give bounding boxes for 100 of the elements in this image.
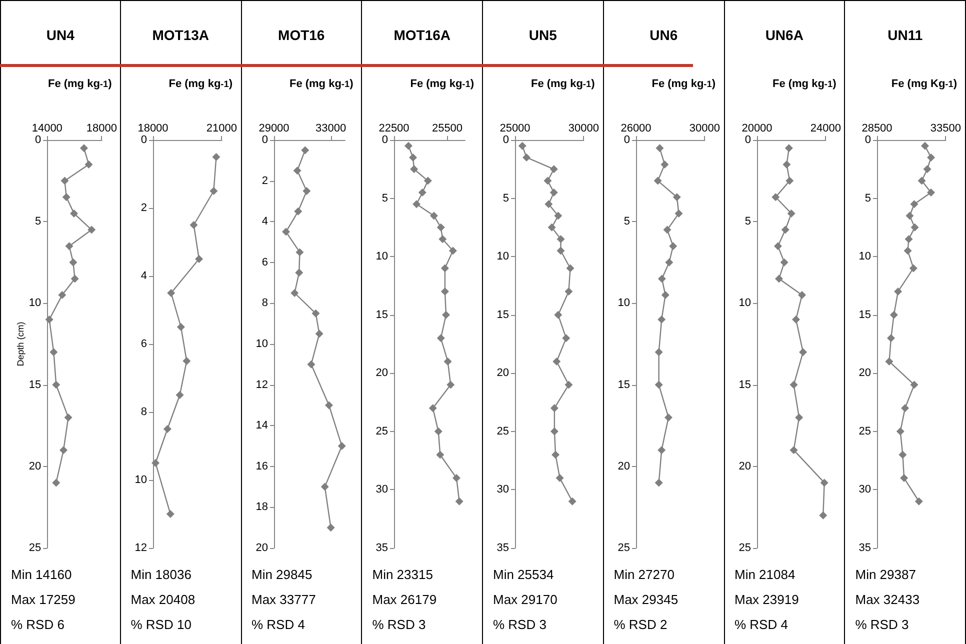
point [212,153,220,161]
point [674,209,683,218]
point [456,497,464,506]
point [300,146,309,154]
point [290,289,298,297]
point [789,380,798,389]
point [69,258,78,266]
point [654,478,663,487]
point [151,459,160,467]
point [900,474,908,482]
y-tick-label: 5 [865,192,872,204]
x-tick-label: 29000 [258,122,289,134]
point [564,380,573,389]
point [437,334,446,342]
point [52,380,60,389]
y-tick-label: 0 [744,134,750,146]
text: % RSD 3 [372,616,427,634]
chart-title: UN6 [604,0,724,68]
point [404,142,413,150]
y-tick-label: 12 [134,542,147,554]
point [554,310,562,319]
y-tick-label: 5 [744,216,750,228]
y-tick-label: 25 [496,425,509,438]
point [554,212,562,220]
point [556,246,565,255]
point [780,258,788,266]
point [556,235,565,244]
x-tick-label: 33000 [315,122,346,134]
point [182,357,190,365]
y-tick-label: 2 [261,174,268,187]
point [194,255,203,263]
point [190,221,198,229]
point [771,193,780,202]
text: % RSD 4 [252,616,306,634]
point [890,310,898,319]
y-tick-label: 0 [865,134,872,146]
y-tick-label: 0 [140,134,147,146]
text: Min 23315 [372,566,434,584]
point [302,187,310,195]
point [65,242,74,250]
point [660,160,668,168]
point [295,248,304,256]
point [166,289,175,297]
text: Min 27270 [614,566,676,584]
text: Max 17259 [11,591,76,609]
y-tick-label: 6 [140,338,147,350]
text: Min 29387 [855,566,917,584]
y-tick-label: 20 [618,460,630,472]
y-tick-label: 25 [618,542,630,554]
point [820,478,828,487]
text: Max 20408 [130,591,196,609]
point [885,357,894,366]
point [798,348,807,356]
point [518,142,526,150]
y-tick-label: 30 [496,484,509,496]
y-tick-label: 10 [255,338,268,350]
text: Min 21084 [734,566,796,584]
point [910,380,918,389]
point [209,187,218,195]
point [904,235,913,244]
point [337,442,346,450]
point [522,153,531,162]
point [441,288,450,296]
x-tick-label: 30000 [568,122,600,134]
y-tick-label: 20 [376,367,388,380]
y-tick-label: 10 [859,250,872,263]
point [915,497,924,506]
x-tick-label: 22500 [378,122,410,134]
y-tick-label: 35 [859,542,872,554]
point [921,142,930,150]
point [418,188,427,196]
text: Max 23919 [734,591,800,609]
text: % RSD 2 [614,616,668,634]
chart-title: UN6A [724,0,844,68]
point [785,176,794,185]
point [441,264,450,272]
point [556,474,564,482]
text: % RSD 4 [734,616,789,634]
point [50,348,58,356]
y-tick-label: 15 [376,308,388,321]
y-tick-label: 15 [738,378,750,391]
point [663,226,672,234]
y-tick-label: 35 [496,542,509,554]
point [84,160,93,168]
text: Max 29170 [493,591,558,609]
text: % RSD 3 [493,616,548,634]
point [798,291,806,300]
point [906,212,914,220]
y-tick-label: 20 [738,460,750,472]
point [661,291,670,300]
point [436,450,444,459]
y-tick-label: 5 [502,192,509,204]
y-tick-label: 0 [261,134,268,146]
point [901,404,910,412]
chart-title: UN11 [845,0,965,68]
y-tick-label: 0 [502,134,509,146]
x-tick-label: 30000 [689,122,720,134]
point [562,334,570,342]
y-axis-title: Depth (cm) [16,322,26,366]
y-tick-label: 20 [496,367,509,380]
